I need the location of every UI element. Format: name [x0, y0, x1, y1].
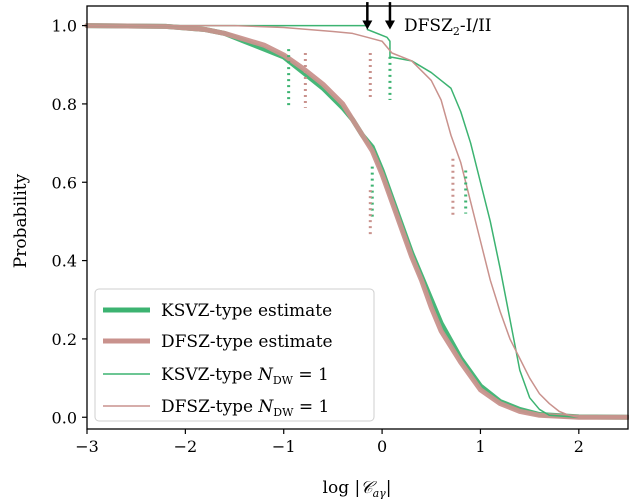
x-tick-label-1: −2 [174, 437, 198, 456]
legend: KSVZ-type estimate DFSZ-type estimate KS… [94, 288, 375, 422]
x-tick-label-3: 0 [377, 437, 387, 456]
y-axis-label: Probability [11, 173, 31, 268]
legend-label-ksvz-estimate: KSVZ-type estimate [161, 301, 332, 321]
y-tick-label-4: 0.8 [52, 95, 77, 114]
x-tick-label-0: −3 [75, 437, 99, 456]
series-layer [84, 23, 629, 420]
x-tick-label-4: 1 [475, 437, 485, 456]
series-line-dfsz-type-estimate [84, 23, 629, 420]
x-axis-label: log |𝒞aγ| [323, 478, 392, 499]
annotation-arrow-head-0 [362, 20, 373, 30]
legend-label-dfsz-ndw1: DFSZ-type NDW = 1 [161, 397, 329, 419]
y-tick-label-1: 0.2 [52, 330, 77, 349]
dotted-markers-layer [287, 49, 468, 238]
annotation-text: DFSZ2-I/II [404, 16, 492, 38]
y-tick-label-5: 1.0 [52, 17, 77, 36]
x-tick-label-5: 2 [574, 437, 584, 456]
series-line-ksvz-type-n-dw-1 [86, 24, 629, 418]
legend-frame [94, 288, 375, 422]
y-tick-label-2: 0.4 [52, 252, 77, 271]
plot-frame [86, 5, 629, 430]
legend-label-dfsz-estimate: DFSZ-type estimate [161, 332, 333, 352]
y-tick-label-0: 0.0 [52, 408, 77, 427]
legend-label-ksvz-ndw1: KSVZ-type NDW = 1 [161, 365, 329, 387]
annotation-arrows-layer [362, 2, 395, 30]
annotation-arrow-head-1 [384, 20, 395, 30]
series-line-dfsz-type-n-dw-1 [86, 24, 629, 418]
y-axis: 0.0 0.2 0.4 0.6 0.8 1.0 [52, 17, 87, 427]
x-tick-label-2: −1 [272, 437, 296, 456]
y-tick-label-3: 0.6 [52, 173, 77, 192]
x-axis: −3 −2 −1 0 1 2 [75, 429, 584, 456]
